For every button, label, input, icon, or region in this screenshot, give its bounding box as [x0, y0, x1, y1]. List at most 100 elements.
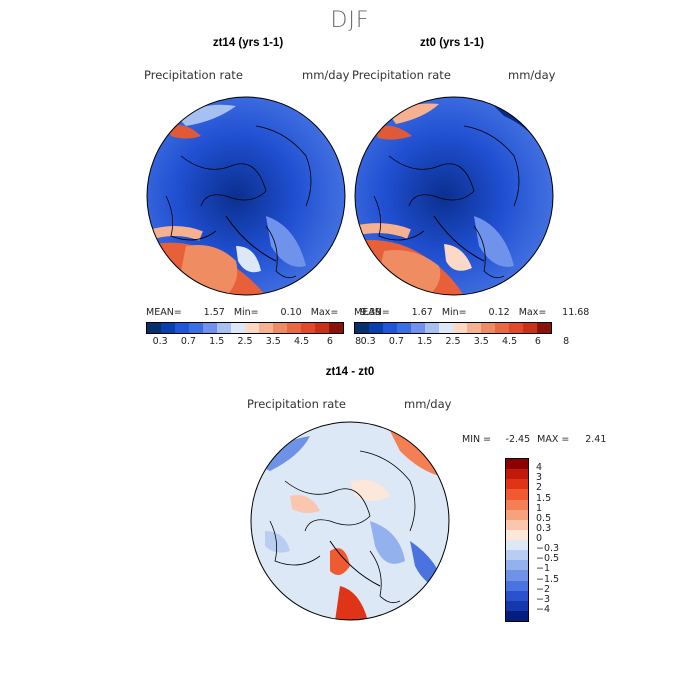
figure-title: DJF [330, 8, 370, 33]
left-map-units-label: mm/day [302, 68, 350, 82]
right-colorbar-ticks: 0.3 0.7 1.5 2.5 3.5 4.5 6 8 [354, 334, 570, 347]
left-colorbar-swatch [259, 323, 273, 333]
left-colorbar-swatch [147, 323, 161, 333]
diff-colorbar-tick-label: −2 [536, 583, 551, 595]
right-max-label: Max= [518, 307, 547, 318]
left-colorbar-swatch [273, 323, 287, 333]
diff-colorbar-swatch [506, 610, 528, 621]
right-colorbar-swatch [425, 323, 439, 333]
left-colorbar-tick-label: 6 [326, 336, 333, 347]
diff-colorbar-tick-label: −1.5 [536, 573, 560, 585]
left-colorbar-swatch [217, 323, 231, 333]
right-colorbar-tick-label: 2.5 [445, 336, 461, 347]
left-colorbar-swatch [189, 323, 203, 333]
diff-colorbar-swatch [506, 469, 528, 480]
diff-colorbar-tick-label: 1 [536, 502, 543, 514]
right-colorbar-swatch [355, 323, 369, 333]
left-max-value: 9.39 [360, 307, 382, 318]
left-colorbar-swatch [329, 323, 343, 333]
left-colorbar-tick-label: 2.5 [237, 336, 253, 347]
left-colorbar-tick-label: 0.3 [152, 336, 168, 347]
left-colorbar-swatch [245, 323, 259, 333]
diff-colorbar-tick-label: 0 [536, 533, 543, 544]
left-min-label: Min= [233, 307, 259, 318]
right-colorbar-tick-label: 4.5 [502, 336, 518, 347]
diff-colorbar-swatch [506, 489, 528, 500]
left-colorbar-tick-label: 3.5 [265, 336, 281, 347]
diff-max-value: 2.41 [585, 434, 607, 445]
left-colorbar-swatch [203, 323, 217, 333]
diff-colorbar-swatch [506, 600, 528, 611]
left-max-label: Max= [310, 307, 339, 318]
left-colorbar-ticks: 0.3 0.7 1.5 2.5 3.5 4.5 6 8 [146, 334, 362, 347]
diff-colorbar-swatch [506, 459, 528, 470]
left-colorbar-swatch [287, 323, 301, 333]
diff-colorbar-swatch [506, 519, 528, 530]
left-colorbar-tick-label: 1.5 [209, 336, 225, 347]
left-map-variable-label: Precipitation rate [144, 68, 243, 82]
right-colorbar-tick-label: 6 [534, 336, 541, 347]
diff-colorbar-tick-label: −1 [536, 563, 551, 575]
diff-colorbar-swatch [506, 479, 528, 490]
diff-polar-map [250, 421, 450, 621]
diff-colorbar-tick-label: 4 [536, 462, 543, 474]
diff-colorbar-tick-label: 1.5 [536, 492, 552, 504]
right-map-variable-label: Precipitation rate [352, 68, 451, 82]
left-colorbar-tick-label: 4.5 [294, 336, 310, 347]
diff-min-label: MIN = [462, 434, 492, 445]
right-colorbar-tick-label: 0.3 [360, 336, 376, 347]
right-max-value: 11.68 [562, 307, 590, 318]
diff-colorbar-swatch [506, 570, 528, 581]
right-colorbar-tick-label: 0.7 [388, 336, 404, 347]
left-colorbar-tick-label: 8 [355, 336, 362, 347]
right-colorbar-swatches [354, 322, 552, 334]
diff-colorbar-swatch [506, 499, 528, 510]
left-colorbar-swatch [231, 323, 245, 333]
diff-map-units-label: mm/day [404, 397, 452, 411]
left-map-stats: MEAN= 1.57 Min= 0.10 Max= 9.39 [146, 307, 381, 318]
diff-colorbar-swatch [506, 560, 528, 571]
right-mean-label: MEAN= [354, 307, 390, 318]
diff-colorbar [505, 458, 529, 622]
right-colorbar-swatch [537, 323, 551, 333]
right-map-units-label: mm/day [508, 68, 556, 82]
right-map-stats: MEAN= 1.67 Min= 0.12 Max= 11.68 [354, 307, 589, 318]
diff-map-variable-label: Precipitation rate [247, 397, 346, 411]
diff-min-value: -2.45 [505, 434, 531, 445]
right-colorbar-tick-label: 1.5 [417, 336, 433, 347]
right-colorbar-swatch [369, 323, 383, 333]
left-mean-value: 1.57 [203, 307, 225, 318]
diff-colorbar-tick-label: 2 [536, 482, 543, 494]
diff-colorbar-tick-label: −0.3 [536, 543, 560, 555]
right-colorbar-swatch [467, 323, 481, 333]
left-colorbar-swatch [161, 323, 175, 333]
left-colorbar-swatch [315, 323, 329, 333]
diff-colorbar-swatch [506, 580, 528, 591]
diff-colorbar-swatch [506, 509, 528, 520]
diff-colorbar-tick-label: −4 [536, 603, 551, 615]
right-colorbar-swatch [439, 323, 453, 333]
right-colorbar-swatch [509, 323, 523, 333]
diff-map-title: zt14 - zt0 [325, 366, 375, 378]
right-colorbar-swatch [411, 323, 425, 333]
right-polar-map [354, 96, 554, 296]
left-polar-map [146, 96, 346, 296]
left-mean-label: MEAN= [146, 307, 182, 318]
right-colorbar-tick-label: 8 [563, 336, 570, 347]
diff-colorbar-tick-label: −0.5 [536, 553, 560, 565]
diff-max-label: MAX = [537, 434, 570, 445]
diff-map-stats: MIN = -2.45 MAX = 2.41 [462, 434, 606, 445]
right-colorbar-swatch [481, 323, 495, 333]
diff-colorbar-swatch [506, 529, 528, 540]
right-map-title: zt0 (yrs 1-1) [420, 37, 484, 49]
left-colorbar: 0.3 0.7 1.5 2.5 3.5 4.5 6 8 [146, 322, 362, 347]
left-map-title: zt14 (yrs 1-1) [212, 37, 284, 49]
right-colorbar: 0.3 0.7 1.5 2.5 3.5 4.5 6 8 [354, 322, 570, 347]
diff-colorbar-swatch [506, 590, 528, 601]
left-min-value: 0.10 [280, 307, 302, 318]
diff-colorbar-swatch [506, 550, 528, 561]
diff-colorbar-tick-label: 3 [536, 472, 543, 484]
diff-colorbar-swatch [506, 540, 528, 551]
right-min-value: 0.12 [488, 307, 510, 318]
right-mean-value: 1.67 [411, 307, 433, 318]
